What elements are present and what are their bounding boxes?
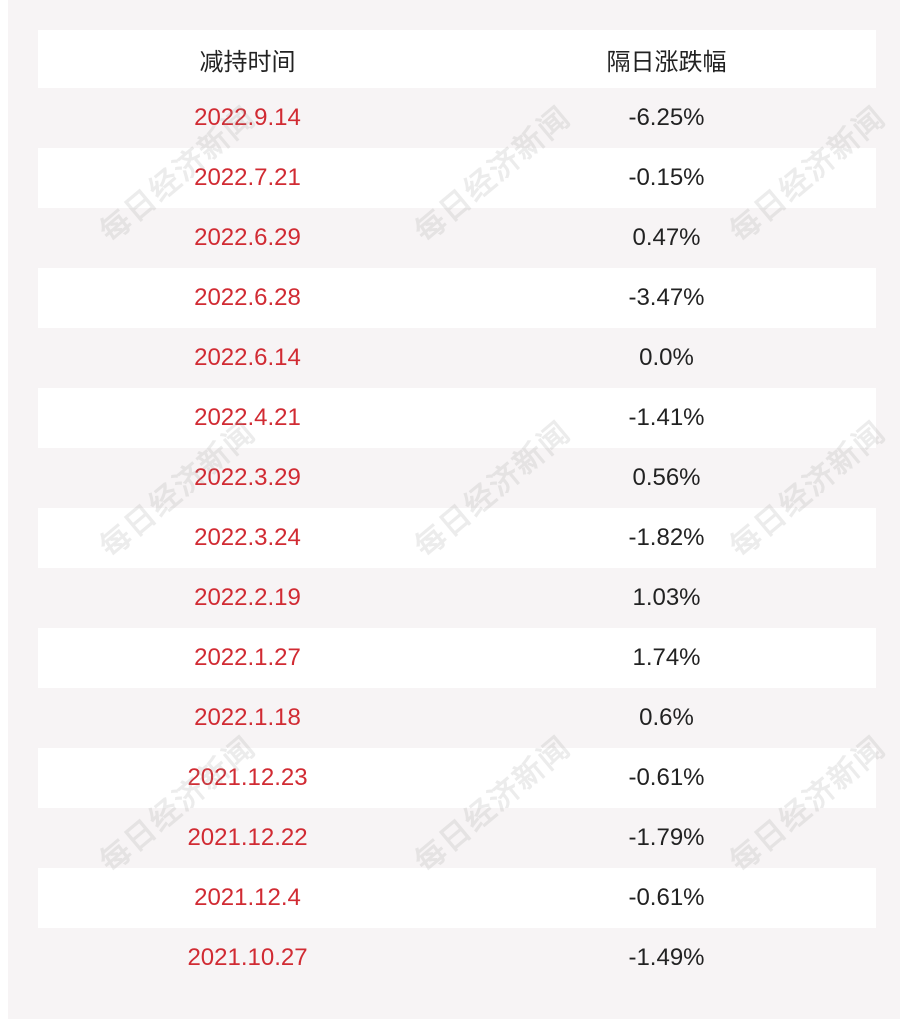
table-row: 2021.12.23 -0.61% — [38, 748, 876, 808]
next-day-change: -0.15% — [628, 164, 705, 191]
table-row: 2022.3.29 0.56% — [38, 448, 876, 508]
reduction-date: 2022.1.27 — [194, 644, 301, 671]
reduction-date: 2022.3.24 — [194, 524, 301, 551]
reduction-date: 2022.2.19 — [194, 584, 301, 611]
header-date: 减持时间 — [199, 47, 296, 76]
table-row: 2022.4.21 -1.41% — [38, 388, 876, 448]
reduction-date: 2021.12.4 — [194, 884, 301, 911]
table-row: 2022.2.19 1.03% — [38, 568, 876, 628]
next-day-change: 0.0% — [639, 344, 694, 371]
reduction-date: 2022.6.29 — [194, 224, 301, 251]
reduction-table: 减持时间 隔日涨跌幅 2022.9.14 -6.25% 2022.7.21 -0.15… — [38, 30, 876, 988]
table-row: 2022.6.29 0.47% — [38, 208, 876, 268]
table-body: 2022.9.14 -6.25% 2022.7.21 -0.15% 2022.6.29 0… — [38, 88, 876, 988]
next-day-change: 0.6% — [639, 704, 694, 731]
table-row: 2022.1.27 1.74% — [38, 628, 876, 688]
table-row: 2022.6.14 0.0% — [38, 328, 876, 388]
next-day-change: -0.61% — [628, 764, 705, 791]
reduction-date: 2021.12.22 — [187, 824, 308, 851]
next-day-change: -1.41% — [628, 404, 705, 431]
table-header-row: 减持时间 隔日涨跌幅 — [38, 30, 876, 88]
table-row: 2022.7.21 -0.15% — [38, 148, 876, 208]
header-change: 隔日涨跌幅 — [606, 47, 727, 76]
table-row: 2022.6.28 -3.47% — [38, 268, 876, 328]
next-day-change: -1.49% — [628, 944, 705, 971]
next-day-change: 0.56% — [632, 464, 701, 491]
reduction-date: 2022.7.21 — [194, 164, 301, 191]
next-day-change: -6.25% — [628, 104, 705, 131]
table-row: 2022.9.14 -6.25% — [38, 88, 876, 148]
next-day-change: -1.79% — [628, 824, 705, 851]
reduction-date: 2022.1.18 — [194, 704, 301, 731]
next-day-change: 1.03% — [632, 584, 701, 611]
reduction-date: 2022.4.21 — [194, 404, 301, 431]
next-day-change: -1.82% — [628, 524, 705, 551]
next-day-change: 0.47% — [632, 224, 701, 251]
reduction-date: 2021.12.23 — [187, 764, 308, 791]
reduction-date: 2021.10.27 — [187, 944, 308, 971]
table-row: 2021.12.22 -1.79% — [38, 808, 876, 868]
table-row: 2022.3.24 -1.82% — [38, 508, 876, 568]
next-day-change: -0.61% — [628, 884, 705, 911]
next-day-change: -3.47% — [628, 284, 705, 311]
table-row: 2021.12.4 -0.61% — [38, 868, 876, 928]
table-row: 2022.1.18 0.6% — [38, 688, 876, 748]
reduction-date: 2022.6.28 — [194, 284, 301, 311]
reduction-date: 2022.9.14 — [194, 104, 301, 131]
next-day-change: 1.74% — [632, 644, 701, 671]
table-row: 2021.10.27 -1.49% — [38, 928, 876, 988]
reduction-date: 2022.6.14 — [194, 344, 301, 371]
reduction-date: 2022.3.29 — [194, 464, 301, 491]
